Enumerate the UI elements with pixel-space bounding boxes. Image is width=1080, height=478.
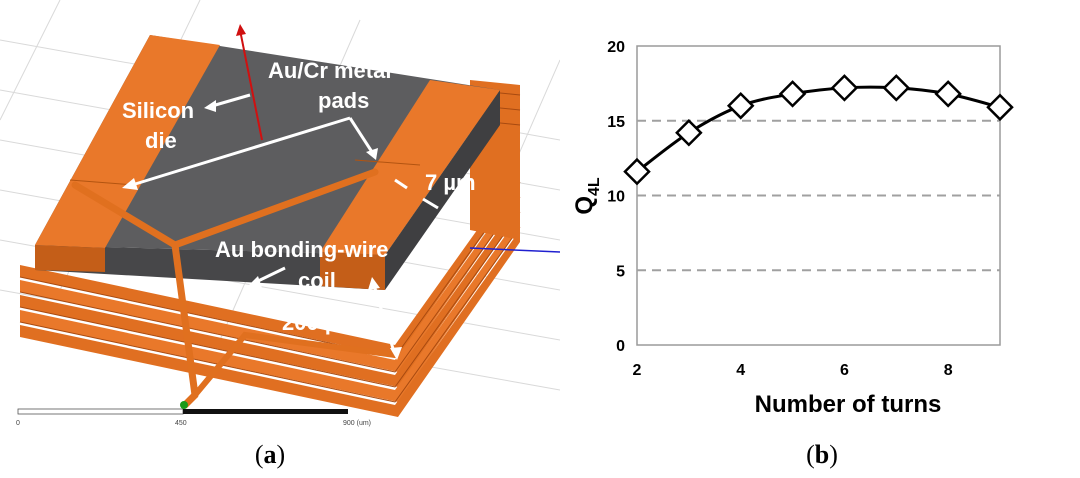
y-tick-label: 0 — [616, 338, 625, 355]
x-tick-label: 4 — [736, 362, 745, 379]
label-silicon-line1: Silicon — [122, 98, 194, 123]
label-wire-line1: Au bonding-wire — [215, 237, 389, 262]
data-point-marker — [623, 157, 651, 186]
grid-lines — [637, 119, 1000, 272]
x-tick-label: 2 — [633, 362, 642, 379]
data-point-marker — [882, 74, 911, 102]
svg-text:Q4L: Q4L — [571, 177, 603, 215]
x-tick-labels: 2 4 6 8 — [633, 362, 953, 379]
label-wire-line2: coil — [298, 268, 336, 293]
label-metal-line1: Au/Cr metal — [268, 58, 391, 83]
y-axis-title-sub: 4L — [586, 177, 603, 196]
scale-bar: 0 450 900 (um) — [16, 401, 371, 427]
annotation-arrows — [122, 93, 439, 360]
panel-b: 0 5 10 15 20 2 4 6 8 Number of turns Q4L (b) — [560, 0, 1080, 478]
panel-a: Silicon die Au/Cr metal pads 7 µm Au bon… — [0, 0, 560, 469]
x-axis-title: Number of turns — [755, 391, 942, 418]
scale-start: 0 — [16, 420, 20, 427]
axis-arrow-red — [236, 24, 246, 36]
data-point-marker — [778, 80, 807, 108]
series-markers — [623, 74, 1014, 186]
caption-b: (b) — [806, 440, 838, 469]
y-axis-title-main: Q — [571, 196, 598, 215]
x-tick-label: 8 — [944, 362, 953, 379]
label-gap: 7 µm — [425, 170, 476, 195]
caption-a: (a) — [255, 440, 285, 469]
y-tick-labels: 0 5 10 15 20 — [607, 39, 625, 355]
data-point-marker — [675, 118, 703, 147]
scale-mid: 450 — [175, 420, 187, 427]
x-tick-label: 6 — [840, 362, 849, 379]
data-point-marker — [830, 74, 859, 102]
scale-end: 900 (um) — [343, 420, 371, 427]
y-tick-label: 10 — [607, 189, 625, 206]
y-tick-label: 5 — [616, 263, 625, 280]
label-metal-line2: pads — [318, 88, 369, 113]
coil-turns — [19, 80, 521, 417]
axis-line-blue — [469, 247, 560, 253]
y-tick-label: 15 — [607, 114, 625, 131]
data-point-marker — [986, 93, 1014, 122]
data-point-marker — [934, 80, 962, 108]
y-axis-title: Q4L — [571, 177, 603, 215]
q-chart: 0 5 10 15 20 2 4 6 8 Number of turns Q4L (b) — [571, 39, 1014, 469]
data-point-marker — [726, 92, 755, 120]
label-height: 200 µm — [282, 310, 357, 335]
label-silicon-line2: die — [145, 128, 177, 153]
coil-rendering: Silicon die Au/Cr metal pads 7 µm Au bon… — [0, 0, 560, 469]
metal-pads — [35, 35, 500, 290]
bonding-wires — [71, 168, 398, 409]
axis-line-red — [239, 29, 263, 141]
y-tick-label: 20 — [607, 39, 625, 56]
